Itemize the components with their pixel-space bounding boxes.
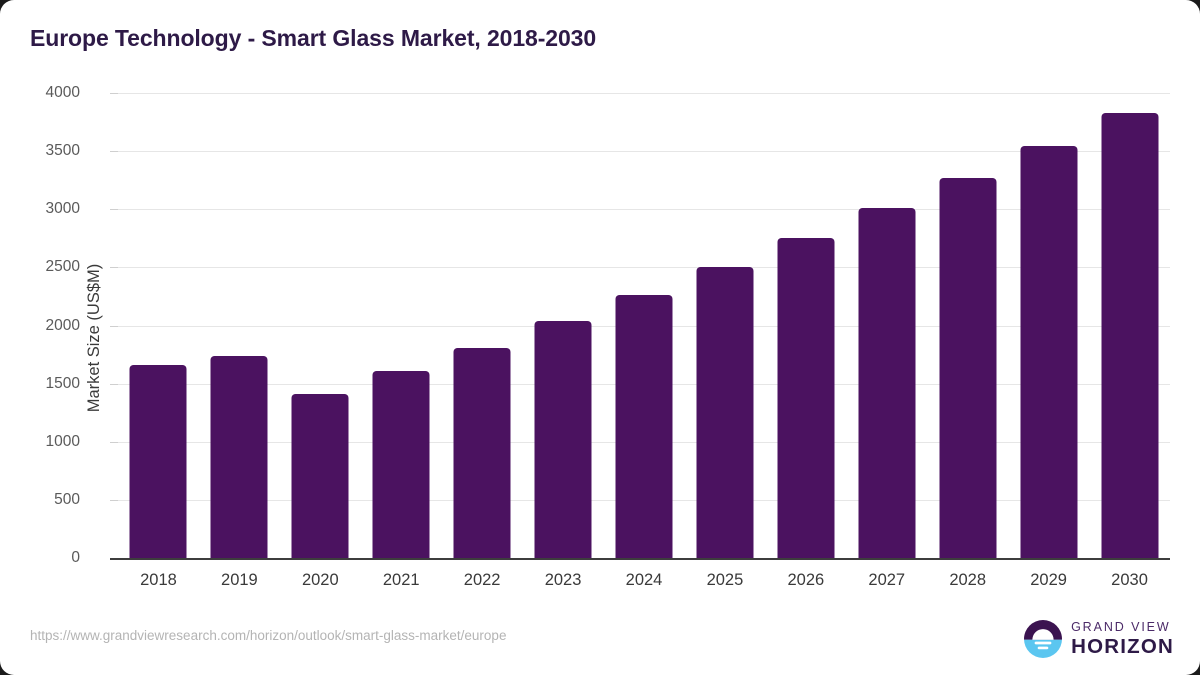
bar[interactable]: [1020, 145, 1078, 558]
gridline: [118, 209, 1170, 211]
y-tick-label: 3500: [45, 142, 80, 160]
bar-slot: [442, 93, 523, 558]
gridline: [118, 151, 1170, 153]
bar[interactable]: [129, 365, 187, 558]
bar[interactable]: [939, 177, 997, 558]
bar-slot: [684, 93, 765, 558]
bar-slot: [846, 93, 927, 558]
x-tick-label: 2028: [949, 571, 987, 589]
y-tick-mark: [110, 325, 118, 327]
y-tick-mark: [110, 499, 118, 501]
y-tick-label: 2000: [45, 316, 80, 334]
y-tick-label: 2500: [45, 258, 80, 276]
bar-slot: [523, 93, 604, 558]
x-tick-label: 2021: [382, 571, 420, 589]
brand-logo: GRAND VIEW HORIZON: [1024, 620, 1174, 658]
brand-logo-line1: GRAND VIEW: [1071, 620, 1171, 634]
x-tick-label: 2029: [1030, 571, 1067, 589]
y-tick-label: 1000: [45, 432, 80, 450]
plot-area: 0 500 1000 1500 2000 2500 3000 3500 4000 2018 201…: [46, 84, 1170, 589]
source-url[interactable]: https://www.grandviewresearch.com/horizo…: [30, 628, 507, 643]
x-tick-label: 2023: [544, 571, 582, 589]
x-tick-label: 2026: [787, 571, 825, 589]
bar[interactable]: [615, 294, 673, 558]
x-tick-label: 2027: [868, 571, 906, 589]
y-tick-mark: [110, 383, 118, 385]
bar-slot: [199, 93, 280, 558]
bar[interactable]: [453, 347, 511, 558]
x-tick-label: 2018: [140, 571, 177, 589]
y-tick-label: 3000: [45, 200, 80, 218]
y-axis-title: Market Size (US$M): [84, 263, 103, 412]
gridline: [118, 93, 1170, 94]
y-tick-label: 1500: [45, 374, 80, 392]
x-tick-label: 2024: [625, 571, 663, 589]
y-tick-mark: [110, 267, 118, 269]
bar[interactable]: [291, 393, 349, 558]
page-title: Europe Technology - Smart Glass Market, …: [30, 25, 597, 51]
x-tick-label: 2030: [1111, 571, 1148, 589]
brand-logo-text: GRAND VIEW HORIZON: [1071, 621, 1174, 657]
bar-slot: [765, 93, 846, 558]
bar-slot: [280, 93, 361, 558]
x-tick-label: 2020: [301, 571, 339, 589]
bar[interactable]: [858, 207, 916, 558]
bar-slot: [604, 93, 685, 558]
x-axis-line: [110, 558, 1170, 560]
y-tick-mark: [110, 151, 118, 153]
x-tick-label: 2022: [463, 571, 501, 589]
y-tick-mark: [110, 441, 118, 443]
bar[interactable]: [1101, 112, 1159, 558]
y-tick-label: 0: [71, 549, 80, 566]
y-tick-mark: [110, 209, 118, 211]
x-tick-label: 2019: [221, 571, 258, 589]
brand-logo-line2: HORIZON: [1071, 634, 1174, 658]
bar[interactable]: [372, 371, 430, 558]
y-tick-label: 500: [54, 490, 80, 508]
horizon-sun-circle-icon: [1024, 620, 1063, 658]
bar-slot: [118, 93, 199, 558]
bar[interactable]: [696, 266, 754, 558]
bar-slot: [1089, 93, 1170, 558]
bar-series: [118, 93, 1170, 558]
bar-slot: [927, 93, 1008, 558]
y-tick-label: 4000: [45, 84, 80, 101]
bar-slot: [1008, 93, 1089, 558]
x-tick-label: 2025: [706, 571, 744, 589]
gridline: [118, 267, 1170, 269]
bar[interactable]: [210, 356, 268, 558]
bar-slot: [361, 93, 442, 558]
bar[interactable]: [534, 321, 592, 558]
y-tick-mark: [110, 93, 118, 94]
bar[interactable]: [777, 237, 835, 558]
